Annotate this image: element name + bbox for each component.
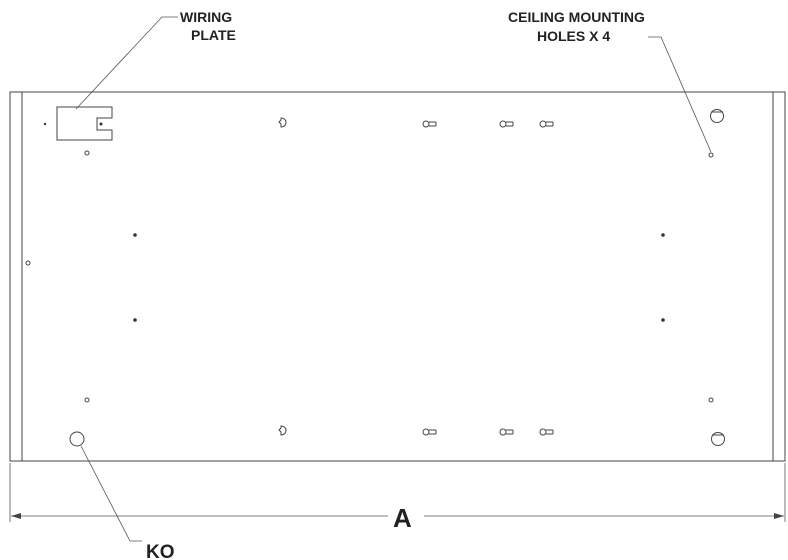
mount-dot — [661, 233, 665, 237]
keyhole-top-1 — [278, 117, 287, 128]
ceiling-mounting-label-line2: HOLES X 4 — [537, 28, 610, 44]
knockout-leader — [80, 445, 142, 542]
panel-outline — [9, 91, 786, 462]
keyhole-bottom-2 — [422, 428, 437, 436]
mount-dot — [133, 318, 137, 322]
knockout-circle — [710, 109, 724, 123]
mount-dot — [133, 233, 137, 237]
dimension-arrow-left — [11, 513, 21, 519]
dimension-arrow-right — [774, 513, 784, 519]
small-hole — [84, 150, 90, 156]
keyhole-top-4 — [539, 120, 554, 128]
wiring-plate-label-line2: PLATE — [191, 27, 236, 43]
keyhole-bottom-3 — [499, 428, 514, 436]
ceiling-holes-leader — [648, 36, 712, 153]
ceiling-mounting-label-line1: CEILING MOUNTING — [508, 9, 645, 25]
edge-dot — [43, 122, 47, 126]
wiring-plate-dot — [99, 122, 103, 126]
knockout-circle — [69, 431, 85, 447]
small-hole — [84, 397, 90, 403]
wiring-plate-leader — [75, 16, 178, 110]
dimension-label: A — [393, 503, 412, 533]
ceiling-mounting-hole — [708, 152, 714, 158]
mount-dot — [661, 318, 665, 322]
small-hole — [708, 397, 714, 403]
keyhole-top-3 — [499, 120, 514, 128]
keyhole-bottom-1 — [278, 425, 287, 436]
keyhole-bottom-4 — [539, 428, 554, 436]
side-hole — [25, 260, 31, 266]
wiring-plate — [56, 106, 113, 141]
knockout-label: KO — [146, 542, 175, 560]
knockout-circle — [711, 432, 725, 446]
keyhole-top-2 — [422, 120, 437, 128]
wiring-plate-label-line1: WIRING — [180, 9, 232, 25]
